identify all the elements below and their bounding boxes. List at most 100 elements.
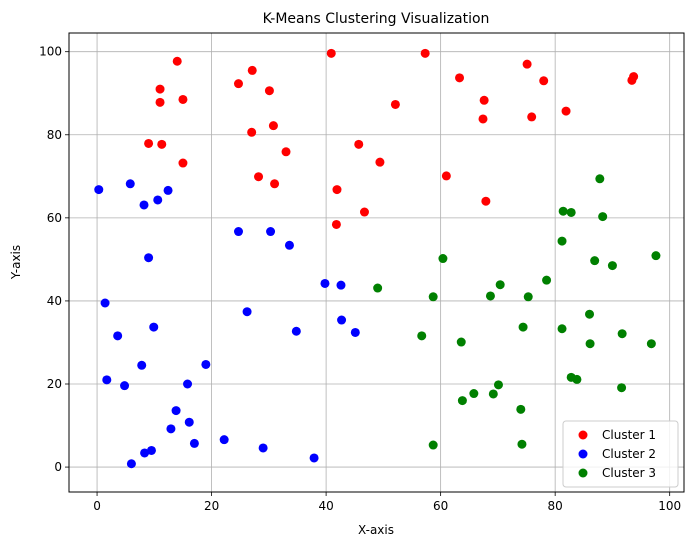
cluster-3-point <box>518 322 528 332</box>
cluster-2-point <box>336 280 346 290</box>
cluster-2-point <box>266 227 276 237</box>
cluster-2-point <box>184 417 194 427</box>
cluster-2-point <box>171 406 181 416</box>
cluster-3-point <box>651 251 661 261</box>
cluster-3-point <box>585 339 595 349</box>
cluster-1-point <box>522 59 532 69</box>
cluster-2-point <box>144 253 154 263</box>
cluster-1-point <box>326 48 336 58</box>
cluster-3-point <box>617 383 627 393</box>
cluster-1-point <box>268 121 278 131</box>
cluster-3-point <box>469 389 479 399</box>
cluster-2-point <box>320 278 330 288</box>
y-tick-label: 20 <box>47 377 62 391</box>
cluster-2-point <box>137 360 147 370</box>
chart-title: K-Means Clustering Visualization <box>263 11 490 27</box>
cluster-2-point <box>309 453 319 463</box>
cluster-3-point <box>617 329 627 339</box>
cluster-1-point <box>155 97 165 107</box>
cluster-2-point <box>233 227 243 237</box>
y-axis-title: Y-axis <box>9 245 23 280</box>
cluster-3-point <box>457 396 467 406</box>
cluster-2-point <box>126 459 136 469</box>
cluster-3-point <box>566 207 576 217</box>
cluster-1-point <box>178 158 188 168</box>
legend-marker-cluster-2 <box>578 449 588 459</box>
y-tick-label: 40 <box>47 294 62 308</box>
cluster-2-point <box>125 179 135 189</box>
cluster-1-point <box>441 171 451 181</box>
plot-frame <box>68 32 685 493</box>
cluster-2-point <box>163 185 173 195</box>
cluster-3-point <box>438 254 448 264</box>
cluster-2-point <box>219 435 229 445</box>
cluster-1-point <box>233 79 243 89</box>
cluster-1-point <box>455 73 465 83</box>
cluster-2-point <box>242 307 252 317</box>
data-points <box>94 48 661 469</box>
legend-marker-cluster-3 <box>578 468 588 478</box>
cluster-1-point <box>155 84 165 94</box>
cluster-2-point <box>102 375 112 385</box>
cluster-3-point <box>557 324 567 334</box>
x-tick-label: 20 <box>204 499 219 513</box>
cluster-3-point <box>456 337 466 347</box>
y-tick-label: 60 <box>47 211 62 225</box>
cluster-3-point <box>557 236 567 246</box>
cluster-3-point <box>523 292 533 302</box>
cluster-2-point <box>284 240 294 250</box>
x-axis-title: X-axis <box>358 523 394 537</box>
cluster-3-point <box>585 309 595 319</box>
x-tick-label: 60 <box>433 499 448 513</box>
grid-lines <box>69 33 684 492</box>
cluster-3-point <box>572 374 582 384</box>
legend-marker-cluster-1 <box>578 430 588 440</box>
cluster-1-point <box>481 196 491 206</box>
cluster-2-point <box>100 298 110 308</box>
x-tick-label: 40 <box>318 499 333 513</box>
cluster-1-point <box>247 65 257 75</box>
cluster-1-point <box>254 172 264 182</box>
cluster-1-point <box>629 72 639 82</box>
cluster-1-point <box>157 139 167 149</box>
cluster-3-point <box>646 339 656 349</box>
cluster-1-point <box>270 179 280 189</box>
cluster-1-point <box>332 185 342 195</box>
cluster-2-point <box>201 359 211 369</box>
axis-ticks: 0 20 40 60 80 100 0 20 40 60 80 100 <box>39 45 681 513</box>
cluster-3-point <box>598 212 608 222</box>
cluster-1-point <box>478 114 488 124</box>
cluster-2-point <box>146 445 156 455</box>
cluster-2-point <box>94 185 104 195</box>
cluster-2-point <box>291 326 301 336</box>
cluster-3-point <box>558 206 568 216</box>
cluster-3-point <box>517 439 527 449</box>
cluster-2-point <box>189 438 199 448</box>
cluster-1-point <box>527 112 537 122</box>
cluster-1-point <box>479 95 489 105</box>
cluster-1-point <box>331 219 341 229</box>
legend-box <box>562 420 679 488</box>
y-tick-label: 0 <box>54 460 62 474</box>
legend-label-cluster-3: Cluster 3 <box>602 466 656 480</box>
cluster-3-point <box>417 331 427 341</box>
cluster-3-point <box>542 275 552 285</box>
cluster-3-point <box>428 440 438 450</box>
cluster-3-point <box>516 404 526 414</box>
cluster-3-point <box>590 256 600 266</box>
cluster-1-point <box>281 147 291 157</box>
x-tick-label: 0 <box>93 499 101 513</box>
legend-label-cluster-2: Cluster 2 <box>602 447 656 461</box>
cluster-1-point <box>144 138 154 148</box>
cluster-1-point <box>172 56 182 66</box>
cluster-3-point <box>428 292 438 302</box>
cluster-3-point <box>488 389 498 399</box>
cluster-1-point <box>359 207 369 217</box>
cluster-3-point <box>595 174 605 184</box>
cluster-1-point <box>390 99 400 109</box>
cluster-3-point <box>607 261 617 271</box>
cluster-2-point <box>166 424 176 434</box>
cluster-3-point <box>495 280 505 290</box>
legend: Cluster 1 Cluster 2 Cluster 3 <box>562 420 679 488</box>
